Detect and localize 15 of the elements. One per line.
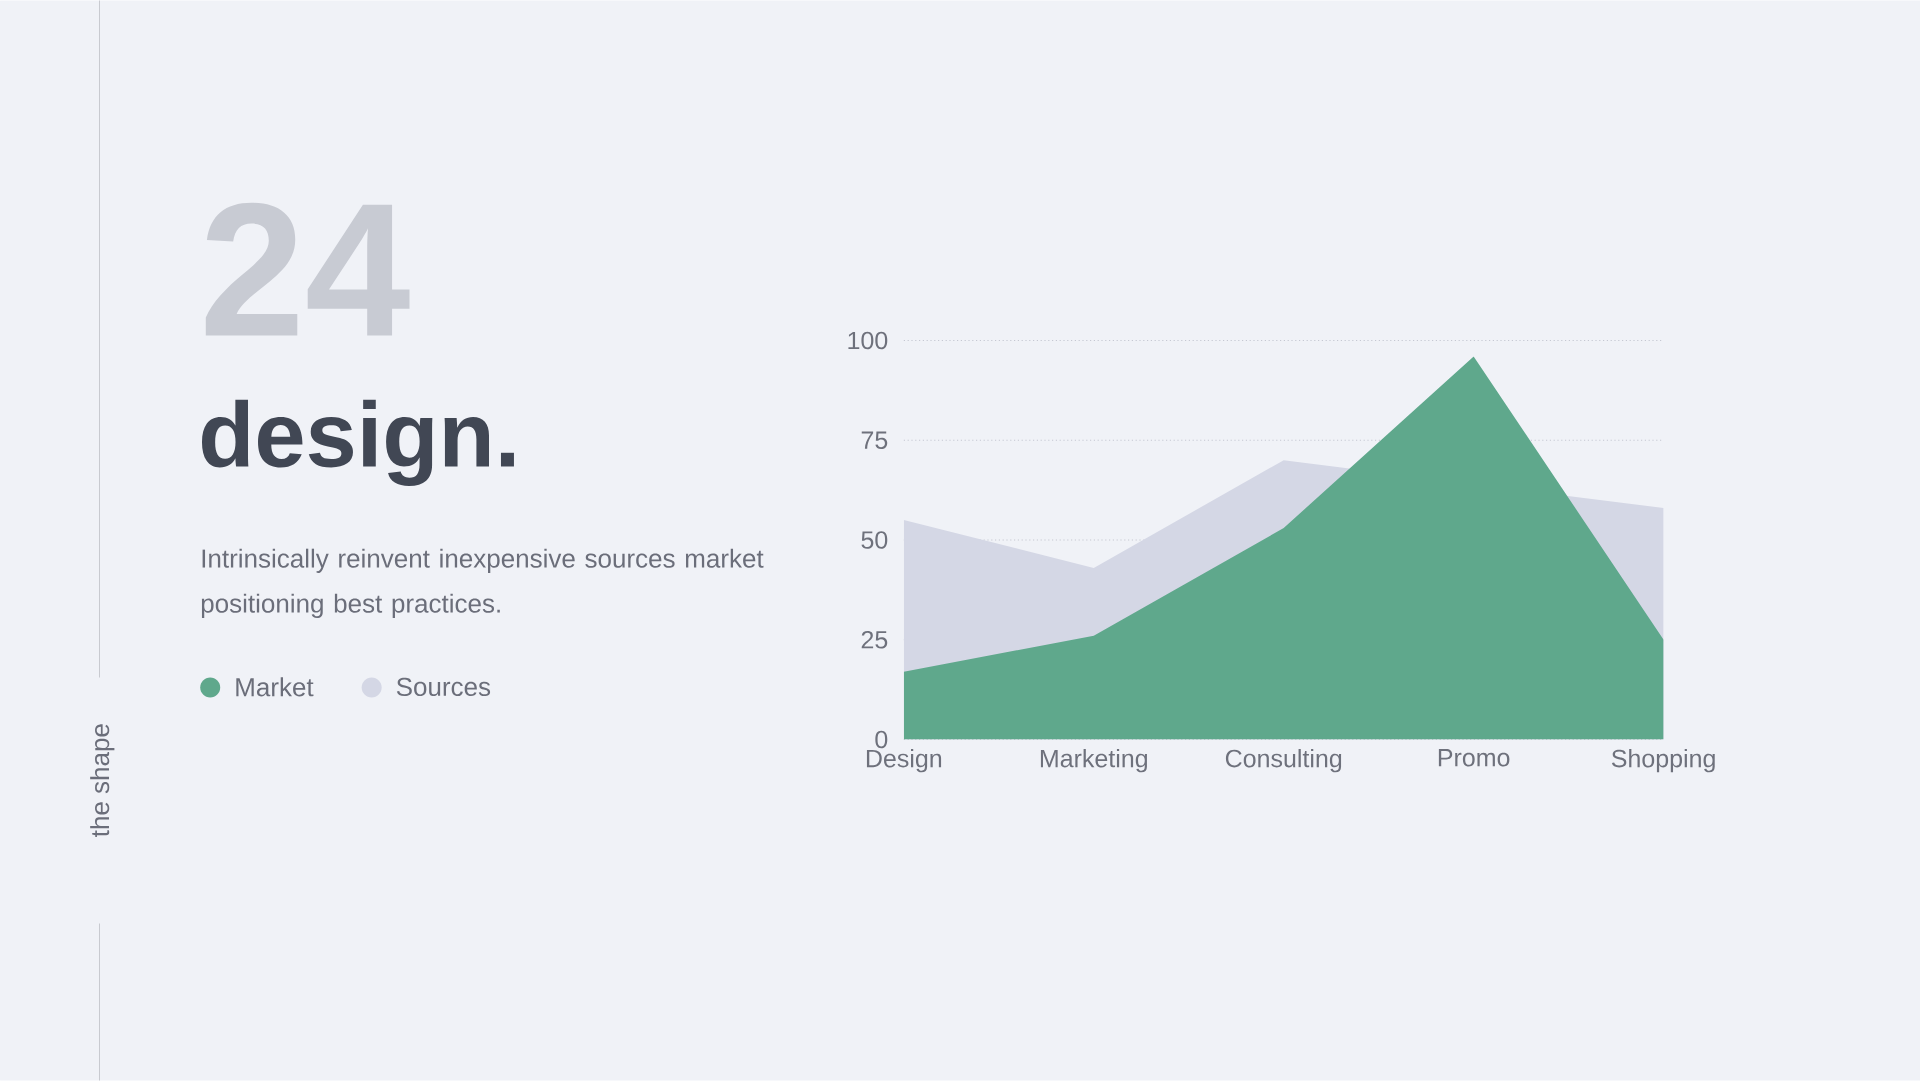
x-tick-label: Promo	[1438, 749, 1510, 767]
x-tick-label: Consulting	[1225, 749, 1342, 773]
y-tick-label: 100	[848, 331, 888, 350]
y-tick-label: 50	[861, 531, 888, 549]
text: the shape	[90, 724, 115, 837]
x-tick-label: Marketing	[1040, 749, 1148, 773]
x-tick-label: Design	[866, 749, 942, 773]
legend-label: Market	[236, 677, 314, 697]
legend-label: Sources	[396, 677, 491, 697]
x-tick-label: Shopping	[1611, 749, 1715, 773]
y-tick-label: 0	[875, 730, 888, 749]
text: design.	[201, 399, 514, 486]
y-tick-label: 75	[861, 431, 888, 449]
text: Intrinsically reinvent inexpensive sources market positioning best practices.	[201, 548, 764, 618]
y-tick-label: 25	[861, 630, 888, 649]
